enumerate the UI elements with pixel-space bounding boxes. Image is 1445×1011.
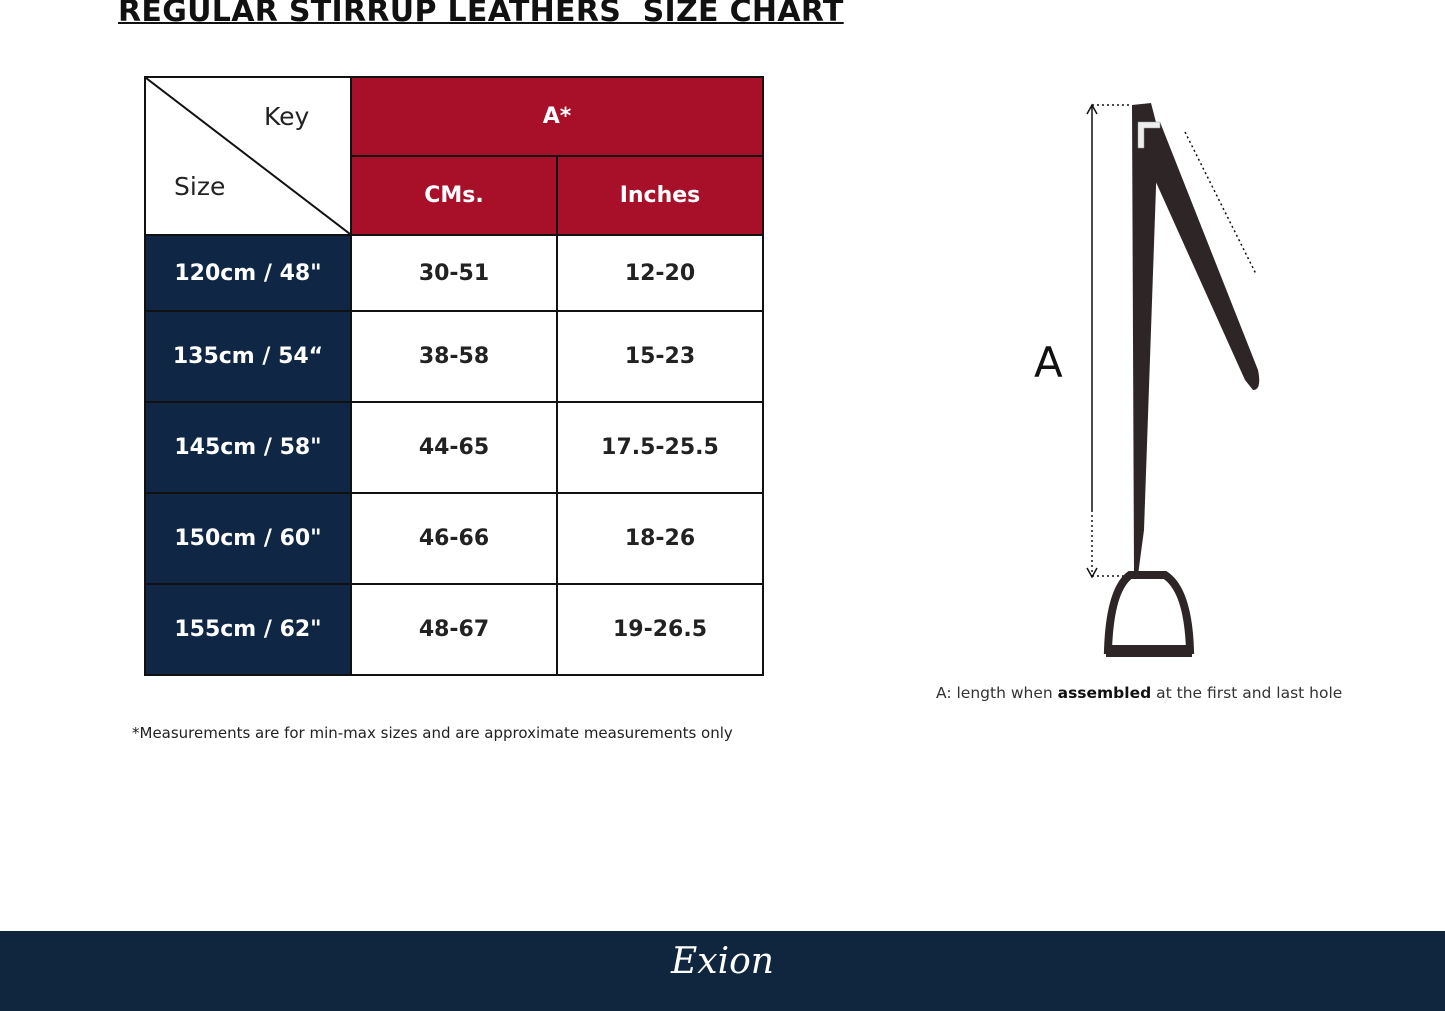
diagram-caption: A: length when assembled at the first an… <box>936 684 1342 702</box>
table-row: 155cm / 62" 48-67 19-26.5 <box>144 583 764 676</box>
group-header-a: A* <box>350 76 764 157</box>
inches-cell: 17.5-25.5 <box>556 401 764 494</box>
table-row: 145cm / 58" 44-65 17.5-25.5 <box>144 401 764 494</box>
stirrup-leather-illustration <box>1086 103 1260 657</box>
inches-cell: 18-26 <box>556 492 764 585</box>
page-title: REGULAR STIRRUP LEATHERS SIZE CHART <box>118 0 844 29</box>
cms-cell: 44-65 <box>350 401 558 494</box>
size-cell: 155cm / 62" <box>144 583 352 676</box>
caption-bold: assembled <box>1057 684 1152 702</box>
key-size-corner: Key Size <box>144 76 352 236</box>
table-row: 150cm / 60" 46-66 18-26 <box>144 492 764 585</box>
cms-cell: 30-51 <box>350 234 558 312</box>
caption-suffix: at the first and last hole <box>1151 684 1343 702</box>
size-chart-table: Key Size A* CMs. Inches 120cm / 48" 30-5… <box>144 76 764 676</box>
column-header-cms: CMs. <box>350 155 558 236</box>
cms-cell: 38-58 <box>350 310 558 403</box>
size-cell: 150cm / 60" <box>144 492 352 585</box>
inches-cell: 19-26.5 <box>556 583 764 676</box>
brand-logo: Exion <box>671 941 774 982</box>
size-cell: 145cm / 58" <box>144 401 352 494</box>
cms-cell: 48-67 <box>350 583 558 676</box>
footer-banner: Exion <box>0 931 1445 1011</box>
column-header-inches: Inches <box>556 155 764 236</box>
corner-key-label: Key <box>264 102 310 131</box>
diagonal-line <box>146 78 350 234</box>
table-row: 135cm / 54“ 38-58 15-23 <box>144 310 764 403</box>
table-row: 120cm / 48" 30-51 12-20 <box>144 234 764 312</box>
dimension-a-label: A <box>1034 338 1063 387</box>
inches-cell: 15-23 <box>556 310 764 403</box>
inches-cell: 12-20 <box>556 234 764 312</box>
measurement-note: *Measurements are for min-max sizes and … <box>132 724 733 742</box>
size-cell: 120cm / 48" <box>144 234 352 312</box>
cms-cell: 46-66 <box>350 492 558 585</box>
caption-prefix: A: length when <box>936 684 1058 702</box>
size-cell: 135cm / 54“ <box>144 310 352 403</box>
stirrup-leather-diagram: A <box>1020 90 1300 674</box>
corner-size-label: Size <box>174 172 226 201</box>
